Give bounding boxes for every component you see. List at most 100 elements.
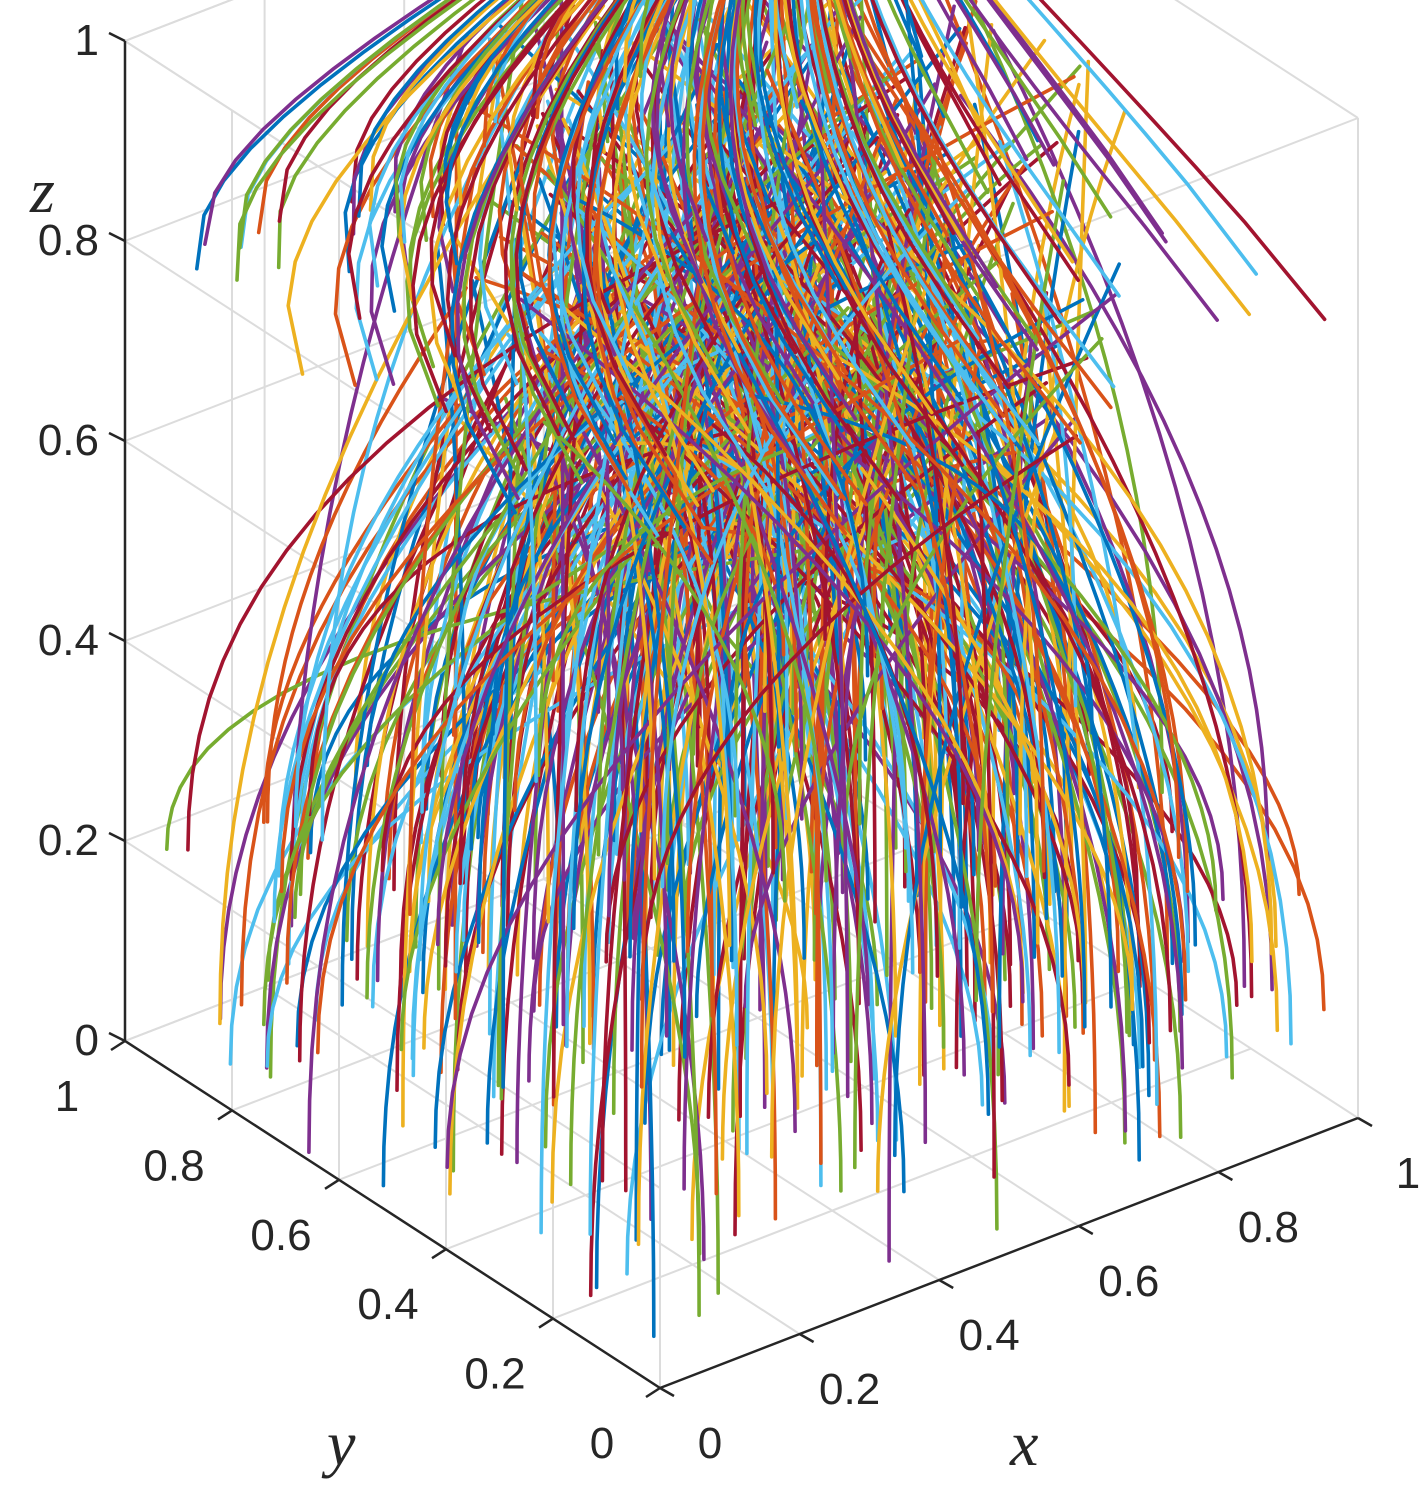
trajectory-line (277, 0, 458, 223)
trajectory-line (954, 0, 1056, 167)
trajectory-line (814, 293, 969, 916)
y-tick-label: 0.4 (357, 1280, 418, 1329)
trajectory-line (745, 0, 763, 104)
trajectory-line (870, 0, 1062, 325)
trajectory-line (515, 277, 598, 1165)
trajectory-line (735, 0, 758, 128)
trajectory-line (688, 51, 1274, 992)
z-axis-label: z (29, 155, 55, 226)
z-tick-label: 0.8 (38, 216, 99, 265)
trajectory-line (518, 0, 592, 243)
trajectory-line (333, 0, 537, 388)
trajectory-line (816, 0, 1041, 447)
trajectory-line (805, 0, 1017, 443)
trajectory-line (272, 262, 573, 924)
trajectory-line (203, 0, 435, 246)
trajectory-line (988, 454, 1087, 1029)
trajectory-line (818, 0, 973, 326)
trajectory-line (783, 0, 849, 200)
trajectory-line (886, 0, 990, 195)
trajectory-line (936, 0, 1029, 162)
trajectory-line (1026, 0, 1258, 276)
trajectory-line (398, 0, 544, 302)
trajectory-line (429, 0, 571, 358)
trajectory-line (539, 134, 665, 1235)
x-tick-label: 0.8 (1238, 1203, 1299, 1252)
trajectories (165, 0, 1327, 1339)
trajectory-line (237, 0, 452, 250)
trajectory-line (728, 0, 858, 421)
trajectory-line (547, 169, 828, 883)
trajectory-line (626, 0, 669, 287)
trajectory-line (700, 0, 847, 501)
trajectory-line (627, 333, 1135, 1012)
trajectory-line (1062, 59, 1091, 1113)
trajectory-line (654, 0, 704, 284)
trajectory-line (841, 365, 1234, 1080)
z-tick-label: 0 (75, 1016, 99, 1065)
trajectory-line (437, 0, 542, 227)
trajectory-line (902, 0, 1080, 283)
trajectory-line (810, 340, 1254, 964)
trajectory-line (509, 0, 620, 428)
trajectory-line (791, 0, 964, 402)
trajectory-line (717, 0, 844, 433)
trajectory-line (514, 0, 625, 441)
trajectory-line (904, 0, 943, 856)
trajectory-line (856, 25, 1181, 860)
trajectory-line (835, 0, 904, 168)
trajectory-line (320, 0, 572, 842)
trajectory-line (547, 0, 641, 446)
trajectory-line (609, 47, 628, 1193)
trajectory-line (757, 0, 848, 291)
trajectory-line (848, 0, 999, 289)
trajectory-line (724, 319, 835, 1074)
trajectory-line (599, 271, 687, 1059)
x-tick-mark (798, 1332, 815, 1344)
trajectory-line (536, 329, 741, 842)
trajectory-line (883, 124, 1113, 1009)
trajectory-line (346, 0, 525, 321)
z-tick-mark (108, 631, 126, 643)
trajectory-line (667, 227, 991, 1116)
trajectory-line (731, 180, 1162, 1139)
trajectory-line (974, 179, 1066, 1003)
trajectory-line (650, 0, 685, 236)
y-tick-label: 0 (590, 1419, 614, 1468)
x-tick-label: 0.2 (819, 1365, 880, 1414)
axes (108, 31, 1373, 1399)
trajectory-line (445, 0, 593, 434)
trajectory-line (830, 153, 1036, 1051)
trajectory-line (815, 330, 1218, 913)
trajectory-line (753, 0, 842, 291)
trajectory-line (1038, 0, 1327, 322)
trajectory-line (218, 3, 606, 1026)
z-tick-label: 0.6 (38, 416, 99, 465)
trajectory-line (523, 327, 551, 924)
trajectory-line (685, 0, 785, 405)
trajectory-line (443, 0, 543, 220)
z-tick-mark (108, 831, 126, 843)
trajectory-line (960, 384, 1175, 966)
trajectory-line (923, 203, 949, 1004)
y-tick-label: 1 (55, 1072, 79, 1121)
trajectory-line (195, 0, 442, 271)
trajectory-line (920, 0, 1121, 298)
trajectory-line (818, 0, 1011, 390)
x-axis-line (659, 1116, 1359, 1390)
trajectory-line (597, 166, 611, 732)
trajectory-line (501, 237, 519, 1089)
trajectory-line (687, 0, 735, 255)
x-tick-label: 1 (1396, 1149, 1420, 1198)
trajectory-line (611, 0, 715, 493)
trajectory-line (918, 0, 981, 127)
y-tick-mark (217, 1109, 233, 1121)
trajectory-line (298, 72, 893, 897)
z-tick-label: 1 (75, 16, 99, 65)
trajectory-line (444, 0, 557, 266)
trajectory-line (968, 0, 1219, 322)
trajectory-line (963, 0, 1113, 219)
x-tick-mark (1078, 1224, 1094, 1236)
tick-labels: 0 0.2 0.4 0.6 0.8 1 0 0.2 0.4 0.6 0.8 1 0 0.2 0.4 0.6 0.… (38, 16, 1420, 1468)
